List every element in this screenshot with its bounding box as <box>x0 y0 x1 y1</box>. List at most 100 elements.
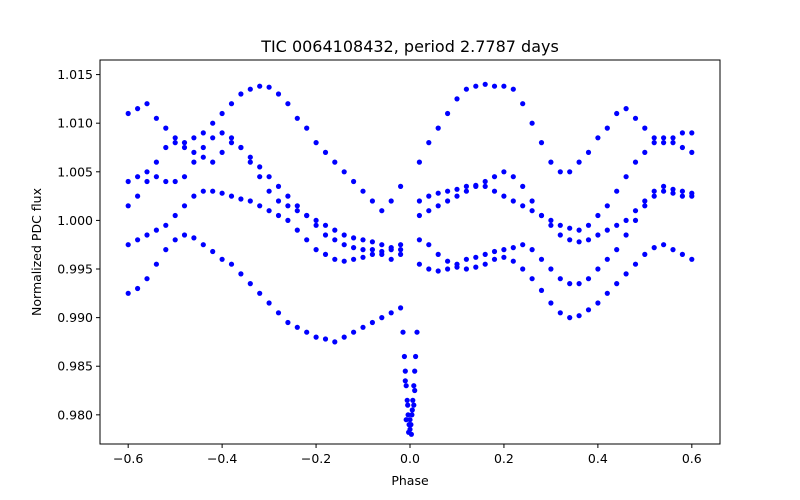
data-point <box>388 310 394 316</box>
data-point <box>219 256 225 262</box>
data-point <box>125 110 131 117</box>
x-axis-label: Phase <box>391 473 429 488</box>
data-point <box>379 242 385 248</box>
data-point <box>604 203 610 209</box>
data-point <box>172 212 178 219</box>
data-point <box>585 276 592 282</box>
data-point <box>135 106 141 112</box>
data-point <box>642 198 648 204</box>
data-point <box>369 198 375 204</box>
data-point <box>529 198 535 204</box>
data-point <box>332 227 338 233</box>
data-point <box>388 256 394 262</box>
data-point <box>163 247 169 253</box>
data-point <box>403 417 409 423</box>
data-point <box>604 290 610 296</box>
data-point <box>445 258 451 264</box>
data-point <box>275 183 282 189</box>
data-point <box>529 120 535 126</box>
data-point <box>414 329 420 335</box>
data-point <box>313 222 319 228</box>
data-point <box>200 144 206 151</box>
data-point <box>181 174 188 180</box>
data-point <box>410 397 416 403</box>
data-point <box>426 266 432 272</box>
y-tick-label: 1.005 <box>57 164 93 179</box>
data-point <box>163 125 169 131</box>
data-point <box>482 178 488 185</box>
data-point <box>238 144 244 151</box>
data-point <box>482 81 488 87</box>
data-point <box>454 96 460 102</box>
data-point <box>219 149 225 155</box>
data-point <box>642 251 648 257</box>
data-point <box>332 256 338 262</box>
data-point <box>426 193 432 199</box>
data-point <box>595 212 601 219</box>
data-point <box>510 258 516 264</box>
data-point <box>473 183 479 189</box>
data-point <box>482 251 488 257</box>
data-point <box>285 193 291 199</box>
data-point <box>219 110 225 117</box>
data-point <box>275 212 282 219</box>
data-point <box>548 300 554 306</box>
data-point <box>426 242 432 248</box>
data-points <box>125 81 695 437</box>
data-point <box>520 101 526 107</box>
data-point <box>501 254 507 260</box>
data-point <box>595 232 601 238</box>
x-tick-label: 0.2 <box>494 451 514 466</box>
data-point <box>651 188 657 194</box>
data-point <box>614 110 620 117</box>
x-tick-label: 0.0 <box>400 451 420 466</box>
data-point <box>404 397 410 403</box>
data-point <box>360 188 366 194</box>
data-point <box>135 237 141 243</box>
data-point <box>661 140 667 146</box>
data-point <box>435 251 441 257</box>
data-point <box>595 266 601 272</box>
data-point <box>144 276 150 282</box>
data-point <box>181 203 188 209</box>
data-point <box>285 101 291 107</box>
y-tick-label: 1.010 <box>57 116 93 131</box>
data-point <box>576 313 582 319</box>
data-point <box>661 183 667 189</box>
data-point <box>501 83 507 89</box>
data-point <box>661 242 667 248</box>
data-point <box>538 212 545 219</box>
data-point <box>351 245 357 251</box>
data-point <box>567 169 573 175</box>
data-point <box>153 159 159 165</box>
data-point <box>409 407 415 413</box>
data-point <box>285 203 291 209</box>
data-point <box>529 276 535 282</box>
data-point <box>454 264 460 270</box>
data-point <box>491 248 498 255</box>
data-point <box>400 329 406 335</box>
data-point <box>445 266 451 272</box>
data-point <box>614 247 620 253</box>
data-point <box>322 149 329 155</box>
y-tick-label: 0.995 <box>57 262 93 277</box>
data-point <box>623 271 629 277</box>
data-point <box>416 212 422 219</box>
data-point <box>369 251 375 257</box>
data-point <box>332 159 338 165</box>
data-point <box>548 217 554 223</box>
data-point <box>576 281 582 287</box>
data-point <box>510 86 516 92</box>
data-point <box>238 196 244 202</box>
data-point <box>632 208 639 214</box>
data-point <box>454 186 460 192</box>
data-point <box>200 130 206 136</box>
data-point <box>191 235 197 241</box>
data-point <box>351 178 357 185</box>
data-point <box>557 222 563 228</box>
data-point <box>651 140 657 146</box>
data-point <box>529 247 535 253</box>
data-point <box>402 368 408 374</box>
data-point <box>473 254 479 260</box>
data-point <box>275 91 282 97</box>
